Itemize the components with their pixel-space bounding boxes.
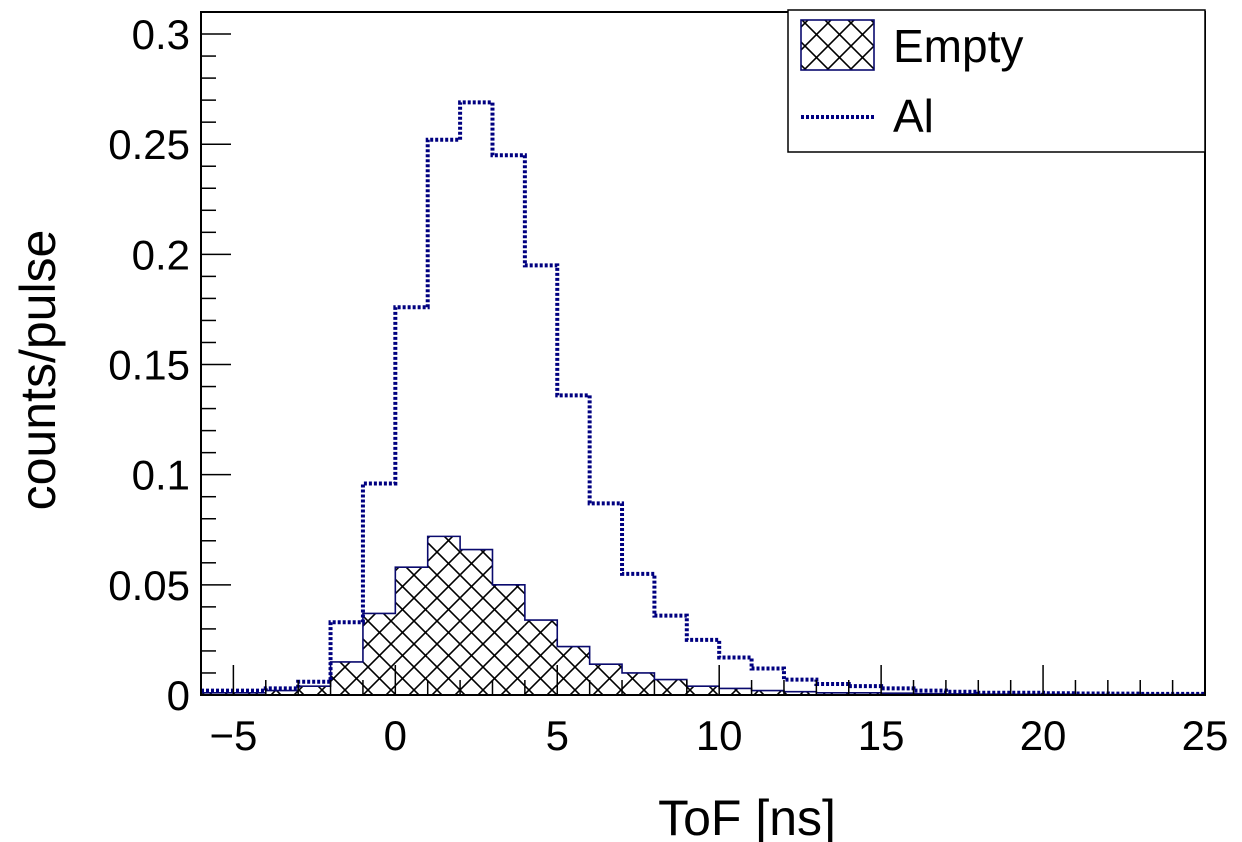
empty-bin	[589, 664, 623, 695]
y-tick-label: 0.3	[132, 11, 190, 58]
tick-labels: −5 0 5 10 15 20 25 0 0.05 0.1 0.15 0.2 0.25 0.3	[108, 11, 1228, 759]
x-tick-label: 20	[1020, 712, 1067, 759]
empty-bin	[686, 686, 720, 695]
empty-bin	[427, 536, 461, 695]
empty-bin	[330, 661, 363, 695]
empty-bin	[201, 692, 234, 695]
al-histogram-line	[201, 100, 1205, 696]
x-tick-label: 0	[384, 712, 407, 759]
plot-frame	[200, 11, 1206, 696]
axes-frame	[200, 11, 1206, 696]
empty-bin	[816, 692, 849, 695]
empty-bin	[557, 646, 590, 695]
y-tick-label: 0.2	[132, 231, 190, 278]
legend-swatch-empty	[800, 19, 875, 71]
empty-bin	[460, 549, 493, 695]
plot-area	[200, 100, 1206, 696]
empty-bin	[751, 690, 784, 695]
y-tick-label: 0	[167, 672, 190, 719]
x-axis-title: ToF [ns]	[658, 790, 836, 842]
x-tick-label: −5	[209, 712, 257, 759]
empty-bin	[492, 584, 525, 695]
x-tick-label: 15	[858, 712, 905, 759]
x-tick-label: 5	[546, 712, 569, 759]
y-axis-title: counts/pulse	[10, 230, 66, 511]
axis-ticks	[200, 11, 1206, 696]
empty-bin	[783, 691, 817, 695]
empty-bin	[719, 688, 752, 695]
x-tick-label: 10	[696, 712, 743, 759]
empty-bin	[622, 672, 655, 695]
legend: Empty Al	[787, 9, 1206, 153]
empty-bin	[298, 686, 331, 695]
y-tick-label: 0.05	[108, 562, 190, 609]
empty-bin	[524, 620, 558, 695]
legend-label-empty: Empty	[893, 20, 1023, 72]
y-tick-label: 0.15	[108, 342, 190, 389]
y-tick-label: 0.1	[132, 452, 190, 499]
empty-bin	[395, 567, 428, 695]
x-tick-label: 25	[1182, 712, 1229, 759]
empty-bin	[265, 690, 299, 695]
empty-bin	[233, 692, 266, 695]
empty-bin	[362, 613, 396, 695]
y-tick-label: 0.25	[108, 121, 190, 168]
empty-bin	[654, 679, 687, 695]
legend-label-al: Al	[893, 90, 934, 142]
empty-bin	[848, 692, 882, 695]
